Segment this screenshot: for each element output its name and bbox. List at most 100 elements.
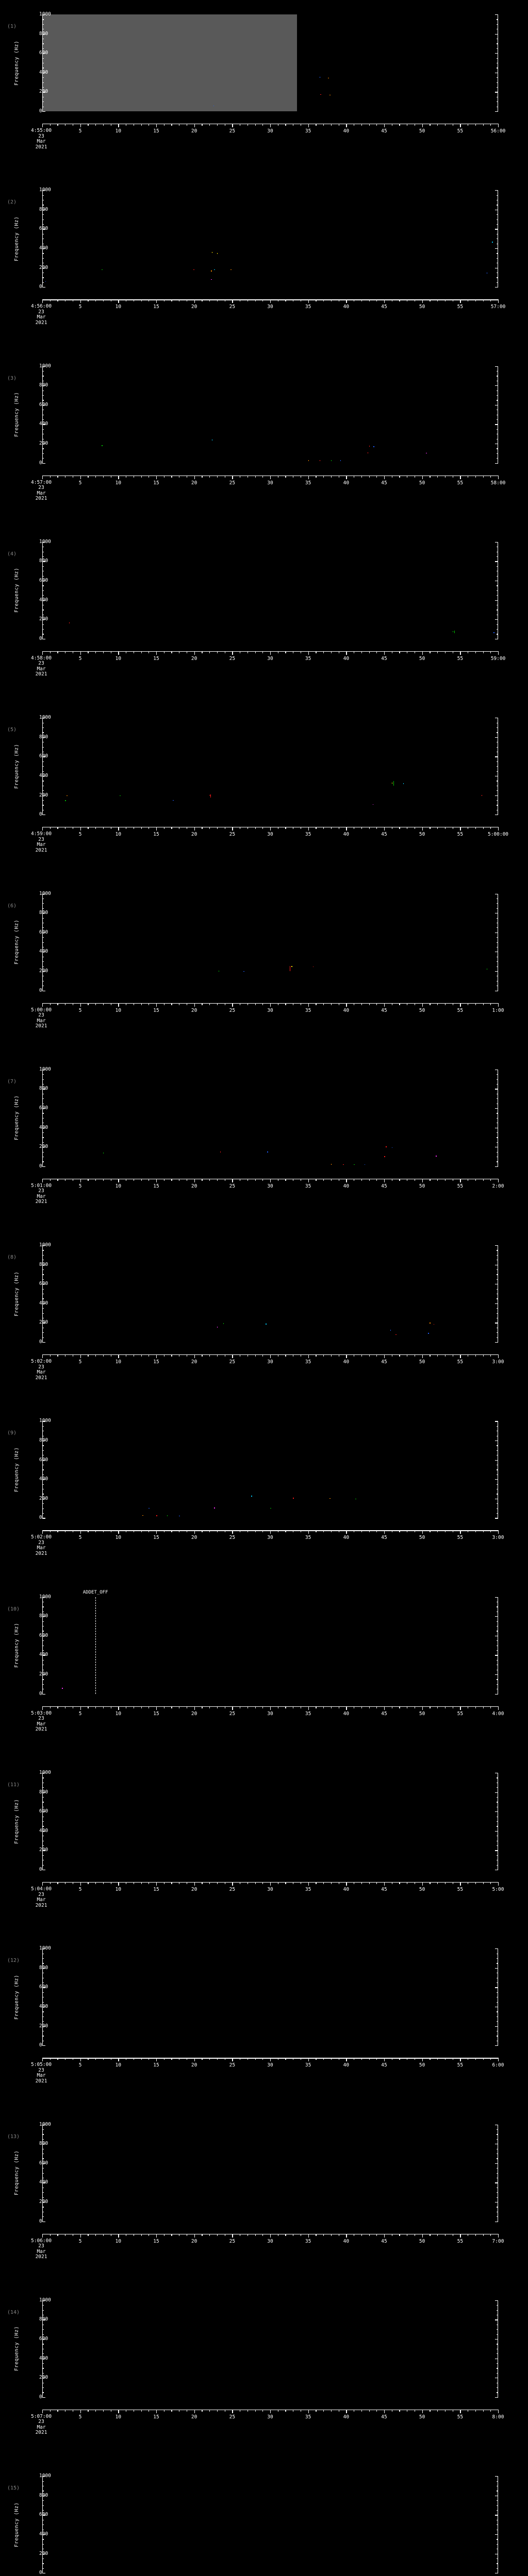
x-axis-tick	[80, 1354, 81, 1359]
x-axis-tick-label: 30	[267, 1710, 273, 1717]
y-axis-tick	[42, 2310, 44, 2311]
x-axis-start-datetime-line: 2021	[35, 2078, 47, 2084]
x-axis-tick	[156, 475, 157, 479]
plot-area: 02004006008001000	[39, 188, 498, 290]
x-axis-tick-label: 5	[78, 1710, 82, 1717]
y-axis-tick	[42, 1342, 45, 1343]
panel-number-label: (7)	[7, 1078, 17, 1084]
x-axis-tick	[399, 1354, 400, 1357]
x-axis-tick	[42, 2233, 43, 2238]
y-axis-tick	[496, 453, 498, 454]
x-axis-tick	[285, 1003, 286, 1005]
x-axis-tick-label: 10	[115, 480, 122, 486]
x-axis-tick-label: 20	[191, 1007, 197, 1013]
x-axis-tick	[369, 2058, 370, 2060]
x-axis-tick	[483, 1706, 484, 1708]
x-axis-tick	[209, 1530, 210, 1533]
spectrogram-panel: (15)Frequency (Hz)0200400600800100051015…	[0, 2465, 528, 2576]
x-axis-tick-label: 30	[267, 1183, 273, 1189]
x-axis-tick	[483, 299, 484, 302]
x-axis-tick	[217, 1003, 218, 1005]
x-axis-tick-label: 50	[419, 1887, 425, 1892]
y-axis-tick	[42, 1616, 45, 1617]
x-axis-tick	[498, 1003, 499, 1007]
x-axis-tick	[118, 2233, 119, 2238]
y-axis-title: Frequency (Hz)	[14, 1623, 20, 1668]
y-axis-tick	[496, 1865, 498, 1866]
y-axis-tick	[495, 619, 498, 620]
x-axis-tick	[437, 651, 438, 653]
x-axis-tick	[361, 827, 362, 829]
x-axis-tick	[255, 1003, 256, 1005]
y-axis-tick	[42, 1450, 44, 1451]
x-axis-tick	[194, 475, 195, 479]
y-axis-tick	[496, 937, 498, 938]
detection-point	[213, 269, 215, 270]
x-axis-end-time-label: 4:00	[492, 1710, 504, 1717]
x-axis-start-datetime-label: 4:55:00 23 Mar 2021	[31, 128, 52, 150]
x-axis-tick-label: 30	[267, 128, 273, 134]
x-axis-tick	[156, 124, 157, 127]
y-axis-title: Frequency (Hz)	[14, 919, 20, 965]
x-axis-tick	[232, 475, 233, 479]
x-axis-start-datetime-line: 23	[38, 1364, 44, 1370]
x-axis-tick	[50, 2058, 51, 2060]
plot-area: 02004006008001000	[39, 539, 498, 641]
x-axis-tick	[156, 1882, 157, 1886]
y-axis-tick	[42, 575, 44, 577]
x-axis-tick	[444, 1178, 446, 1181]
x-axis-start-datetime-line: 2021	[35, 319, 47, 326]
x-axis-start-datetime-line: 2021	[35, 2430, 47, 2436]
y-axis-tick	[496, 2334, 498, 2335]
spectrogram-panel: (6) Frequency (Hz) 02004006008001000 5 10 15 2…	[0, 883, 528, 1058]
y-axis-tick	[42, 800, 44, 801]
y-axis-tick	[496, 1469, 498, 1470]
data-gap-region	[42, 14, 297, 111]
y-axis-tick	[42, 366, 45, 367]
x-axis-start-datetime-label: 5:04:00 23 Mar 2021	[31, 1886, 52, 1908]
y-axis-tick	[42, 248, 45, 249]
y-axis-tick	[42, 2372, 44, 2374]
x-axis-tick	[308, 299, 309, 303]
y-axis-tick	[496, 1640, 498, 1641]
x-axis-tick-label: 40	[343, 1359, 350, 1365]
x-axis-tick	[369, 475, 370, 478]
y-axis-tick	[42, 2197, 44, 2198]
x-axis-tick-label: 25	[229, 128, 236, 134]
y-axis-tick	[496, 1308, 498, 1309]
panel-number-label: (14)	[7, 2309, 20, 2315]
detection-point	[211, 252, 213, 253]
x-axis-tick	[148, 1178, 150, 1181]
x-axis-tick	[376, 1882, 377, 1884]
x-axis-tick-label: 20	[191, 480, 197, 486]
x-axis-tick	[141, 827, 142, 829]
y-axis-tick	[496, 2568, 498, 2569]
x-axis-tick-label: 15	[153, 1535, 159, 1541]
y-axis-tick	[42, 2173, 44, 2174]
y-axis-tick	[496, 2139, 498, 2140]
x-axis-tick	[141, 1354, 142, 1357]
x-axis-tick	[308, 1003, 309, 1007]
x-axis-tick-label: 45	[381, 1710, 387, 1717]
x-axis-tick	[444, 124, 446, 126]
x-axis-tick	[384, 1003, 385, 1007]
x-axis-tick	[498, 1354, 499, 1359]
detection-point	[452, 631, 454, 632]
x-axis-tick-label: 45	[381, 1887, 387, 1892]
y-axis-tick	[42, 2216, 44, 2217]
x-axis-tick	[42, 299, 43, 303]
x-axis-start-datetime-line: 23	[38, 2419, 44, 2425]
detection-point	[217, 1327, 218, 1328]
x-axis-tick	[437, 124, 438, 126]
x-axis-tick	[384, 475, 385, 479]
x-axis-tick	[475, 651, 476, 653]
y-axis-tick	[42, 1787, 44, 1788]
x-axis-tick-label: 15	[153, 2414, 159, 2420]
x-axis-tick-label: 40	[343, 1183, 350, 1189]
x-axis-tick	[232, 1178, 233, 1182]
x-axis-tick	[209, 651, 210, 653]
y-axis-tick	[42, 1142, 44, 1143]
y-axis-tick	[42, 2329, 44, 2330]
x-axis-tick-label: 20	[191, 655, 197, 662]
x-axis-tick	[369, 1530, 370, 1533]
